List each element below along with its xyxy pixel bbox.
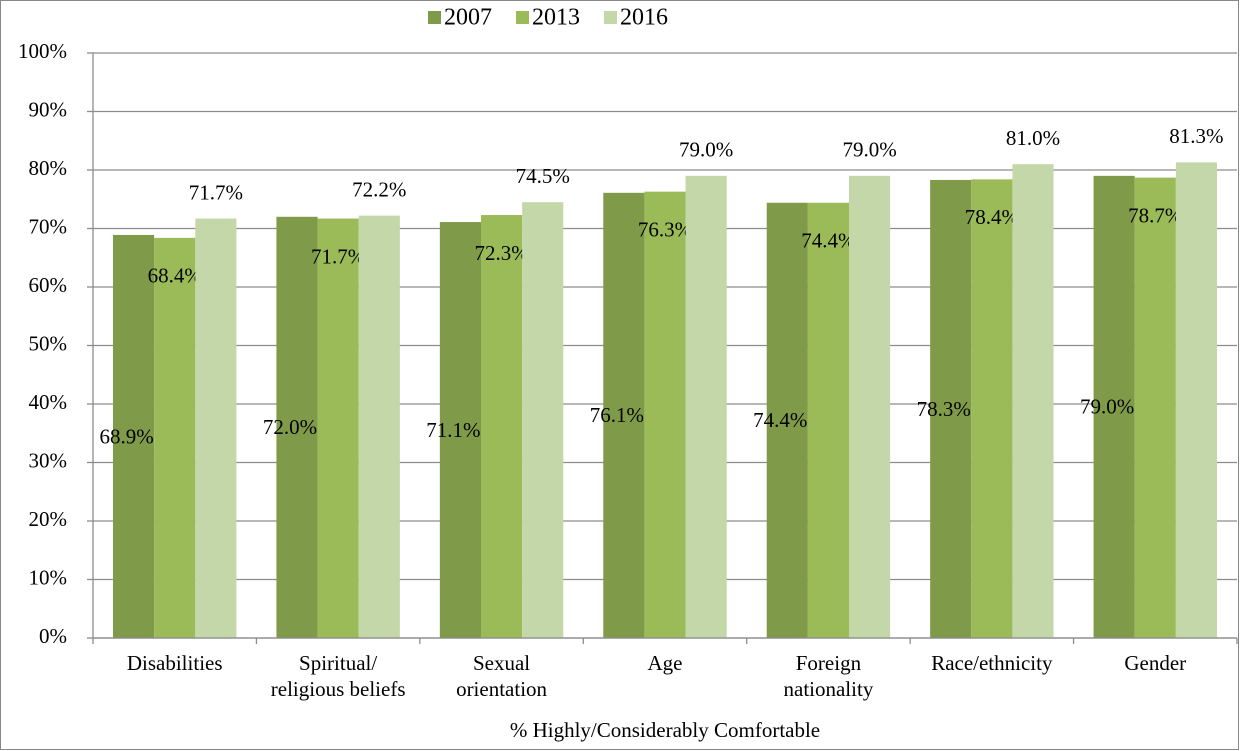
data-label: 79.0% (679, 138, 733, 162)
data-label: 72.3% (474, 241, 528, 265)
data-label: 81.3% (1169, 124, 1223, 148)
data-label: 71.7% (189, 180, 243, 204)
bar (971, 179, 1013, 639)
y-tick-label: 30% (29, 448, 68, 472)
data-label: 68.4% (148, 264, 202, 288)
data-label: 78.3% (917, 397, 971, 421)
data-label: 72.2% (352, 177, 406, 201)
x-axis-title: % Highly/Considerably Comfortable (510, 718, 820, 742)
y-tick-label: 80% (29, 156, 68, 180)
data-label: 81.0% (1006, 126, 1060, 150)
data-label: 79.0% (842, 138, 896, 162)
bar (1175, 162, 1217, 638)
x-tick-label: Age (647, 651, 683, 675)
bar (276, 216, 318, 639)
bar (522, 202, 564, 639)
x-tick-label: Race/ethnicity (931, 651, 1053, 675)
bar (439, 222, 481, 638)
x-tick-label: Foreign nationality (783, 651, 874, 701)
bar (849, 175, 891, 638)
legend-swatch (516, 11, 529, 24)
y-tick-label: 40% (29, 390, 68, 414)
data-label: 71.7% (311, 244, 365, 268)
bar (766, 202, 808, 638)
x-tick-label: Disabilities (126, 651, 223, 675)
y-tick-label: 70% (29, 214, 68, 238)
x-tick-label: Spiritual/ religious beliefs (270, 651, 406, 701)
bar (317, 218, 359, 638)
bar (685, 175, 727, 638)
data-label: 76.1% (590, 403, 644, 427)
legend-swatch (428, 11, 441, 24)
bar (154, 237, 196, 639)
data-label: 68.9% (99, 424, 153, 448)
data-label: 71.1% (426, 418, 480, 442)
y-tick-label: 50% (29, 331, 68, 355)
legend-label: 2016 (620, 5, 668, 31)
data-label: 72.0% (263, 415, 317, 439)
bar (930, 179, 972, 638)
bar (1134, 177, 1176, 639)
y-tick-label: 90% (29, 97, 68, 121)
bar (1093, 175, 1135, 638)
bar (644, 191, 686, 638)
data-label: 74.4% (801, 229, 855, 253)
bar (113, 234, 155, 638)
bar (195, 218, 237, 638)
legend-swatch (604, 11, 617, 24)
x-tick-label: Sexual orientation (456, 651, 548, 701)
bar (481, 215, 523, 639)
data-label: 78.7% (1128, 203, 1182, 227)
bar (1012, 164, 1054, 638)
data-label: 76.3% (638, 217, 692, 241)
y-tick-label: 60% (29, 273, 68, 297)
y-tick-label: 10% (29, 565, 68, 589)
y-tick-label: 20% (29, 507, 68, 531)
y-tick-label: 0% (39, 624, 67, 648)
data-label: 79.0% (1080, 395, 1134, 419)
bar (603, 192, 645, 638)
data-label: 78.4% (965, 205, 1019, 229)
legend-label: 2013 (532, 5, 580, 31)
data-label: 74.5% (516, 164, 570, 188)
bar (807, 202, 849, 638)
y-tick-label: 100% (18, 39, 67, 63)
legend-label: 2007 (444, 5, 492, 31)
bar (358, 215, 400, 638)
data-label: 74.4% (753, 408, 807, 432)
x-tick-label: Gender (1124, 651, 1187, 675)
